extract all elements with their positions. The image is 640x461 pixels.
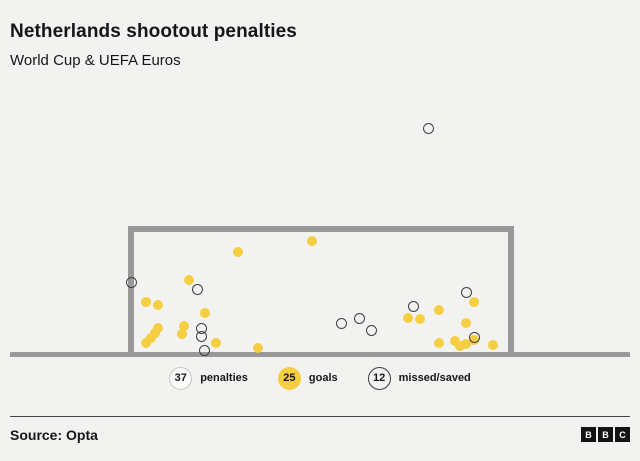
goal-dot xyxy=(415,314,425,324)
missed-saved-dot xyxy=(195,330,207,342)
ground-line xyxy=(10,352,630,357)
missed-saved-dot xyxy=(198,344,210,356)
goal-dot xyxy=(179,321,189,331)
goal-dot xyxy=(146,333,156,343)
goal-dot xyxy=(434,305,444,315)
goal-dot xyxy=(153,300,163,310)
goal-dot xyxy=(488,340,498,350)
goal-dot xyxy=(177,329,187,339)
goal-dot xyxy=(200,308,210,318)
legend: 37 penalties 25 goals 12 missed/saved xyxy=(0,365,640,391)
missed-saved-dot xyxy=(125,276,137,288)
goal-dot xyxy=(211,338,221,348)
missed-saved-dot xyxy=(353,312,365,324)
goal-dot xyxy=(403,313,413,323)
goal-dot xyxy=(141,338,151,348)
bbc-logo-block-b1: B xyxy=(581,427,596,442)
goal-dot xyxy=(434,338,444,348)
goal-dot xyxy=(141,297,151,307)
penalties-count-circle: 37 xyxy=(169,366,193,390)
missed-saved-dot xyxy=(407,300,419,312)
goal-dot xyxy=(233,247,243,257)
legend-item-missed: 12 missed/saved xyxy=(367,366,471,390)
legend-item-goals: 25 goals xyxy=(277,366,338,390)
goal-dot xyxy=(469,297,479,307)
missed-saved-dot xyxy=(460,286,472,298)
footer-divider xyxy=(10,416,630,417)
source-credit: Source: Opta xyxy=(10,427,98,443)
bbc-logo: B B C xyxy=(581,427,630,442)
missed-saved-dot xyxy=(191,283,203,295)
goal-dot xyxy=(455,341,465,351)
missed-count-circle: 12 xyxy=(367,366,391,390)
bbc-logo-block-b2: B xyxy=(598,427,613,442)
goal-frame xyxy=(128,226,514,354)
goal-dot xyxy=(307,236,317,246)
legend-item-penalties: 37 penalties xyxy=(169,366,248,390)
goal-dot xyxy=(253,343,263,353)
bbc-logo-block-c: C xyxy=(615,427,630,442)
goal-dot xyxy=(461,318,471,328)
goal-dot xyxy=(450,336,460,346)
goal-dot xyxy=(461,339,471,349)
missed-label: missed/saved xyxy=(398,372,471,384)
missed-saved-dot xyxy=(335,317,347,329)
missed-saved-dot xyxy=(468,331,480,343)
goal-dot xyxy=(184,275,194,285)
missed-saved-dot xyxy=(365,324,377,336)
goals-count-circle: 25 xyxy=(277,366,301,390)
missed-saved-dot xyxy=(422,122,434,134)
page-title: Netherlands shootout penalties xyxy=(10,21,297,42)
page-subtitle: World Cup & UEFA Euros xyxy=(10,52,181,69)
goal-dot xyxy=(150,328,160,338)
goals-label: goals xyxy=(308,372,338,384)
penalties-label: penalties xyxy=(200,372,248,384)
